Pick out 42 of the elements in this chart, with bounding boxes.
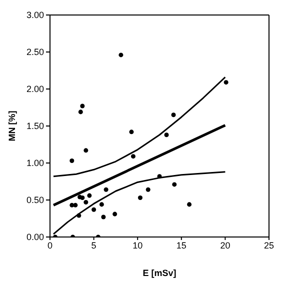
point (164, 132, 169, 138)
y-axis-title: MN [%] (7, 110, 18, 142)
point (80, 104, 85, 108)
x-tick-label: 25 (264, 240, 274, 250)
x-tick-label: 10 (132, 240, 143, 250)
y-tick-label: 2.00 (26, 84, 44, 94)
x-tick-label: 20 (220, 240, 230, 250)
point (76, 213, 82, 218)
point (70, 158, 74, 164)
y-tick-label: 0.50 (26, 195, 44, 206)
x-tick-label: 5 (91, 240, 96, 250)
y-tick-label: 2.50 (26, 47, 44, 58)
y-tick-label: 1.50 (26, 121, 44, 132)
point (92, 207, 96, 212)
point (157, 174, 162, 179)
point (78, 110, 83, 114)
line-series (52, 171, 226, 235)
x-tick-label: 15 (176, 240, 186, 250)
point (118, 52, 124, 58)
point (130, 154, 136, 159)
point (101, 214, 106, 220)
point (172, 182, 177, 187)
point (129, 130, 134, 134)
point (87, 193, 92, 198)
point (84, 200, 88, 204)
point (99, 202, 104, 207)
y-tick-label: 1.00 (26, 158, 44, 168)
point (224, 80, 228, 85)
point (84, 148, 88, 153)
point (112, 212, 118, 216)
line-series (52, 76, 226, 178)
point (187, 202, 192, 207)
point (104, 187, 108, 192)
y-tick-label: 3.00 (26, 10, 44, 20)
y-tick-label: 0.00 (26, 232, 44, 242)
point (146, 187, 150, 192)
x-axis-title: E [mSv] (142, 268, 176, 278)
point (73, 202, 78, 208)
point (80, 196, 85, 200)
point (138, 196, 142, 200)
x-tick-label: 0 (47, 240, 53, 250)
point (171, 112, 176, 118)
